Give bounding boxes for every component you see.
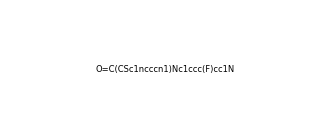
Text: O=C(CSc1ncccn1)Nc1ccc(F)cc1N: O=C(CSc1ncccn1)Nc1ccc(F)cc1N xyxy=(95,65,235,74)
